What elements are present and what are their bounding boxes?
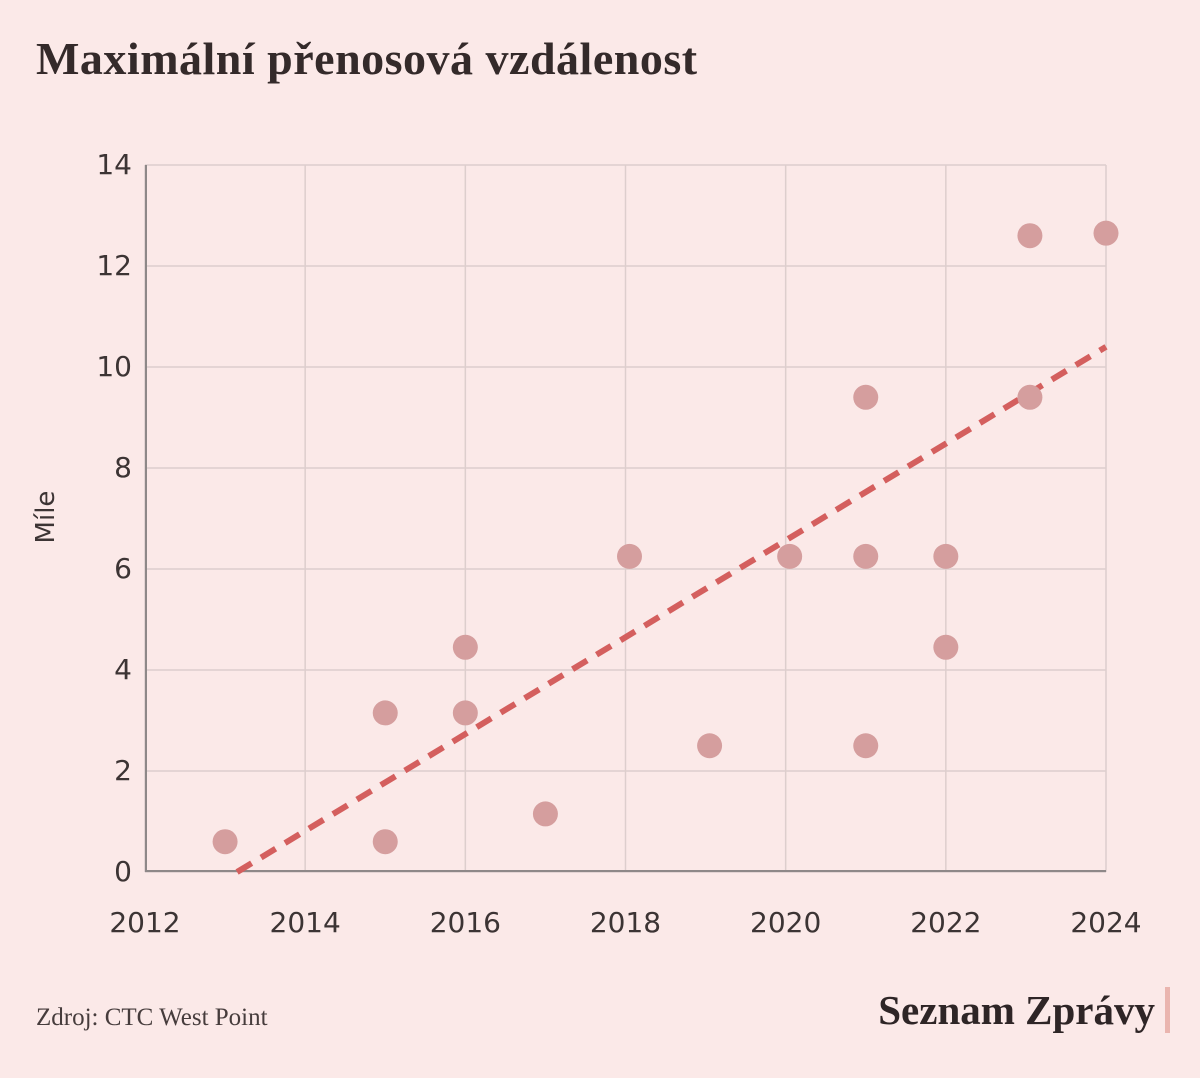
data-point: [1093, 220, 1119, 246]
y-axis-title: Míle: [31, 490, 61, 544]
y-tick-label: 14: [96, 147, 132, 181]
data-point: [777, 543, 803, 569]
data-point: [1017, 384, 1043, 410]
x-tick-label: 2012: [109, 906, 181, 939]
y-tick-label: 6: [114, 551, 132, 585]
data-point: [372, 829, 398, 855]
data-point: [452, 634, 478, 660]
x-tick-label: 2016: [429, 906, 501, 939]
brand-logo: Seznam Zprávy: [878, 986, 1170, 1034]
x-tick-label: 2014: [269, 906, 341, 939]
data-point: [452, 700, 478, 726]
chart-title: Maximální přenosová vzdálenost: [36, 33, 698, 84]
trend-line: [235, 344, 1108, 875]
plot-area: [144, 164, 1119, 875]
brand-bar-icon: [1165, 987, 1170, 1033]
data-point: [212, 829, 238, 855]
y-tick-label: 4: [114, 652, 132, 686]
data-point: [697, 733, 723, 759]
data-point: [372, 700, 398, 726]
plot-svg: [144, 164, 1119, 875]
source-note: Zdroj: CTC West Point: [36, 1004, 268, 1031]
y-tick-label: 12: [96, 248, 132, 282]
x-tick-label: 2024: [1070, 906, 1142, 939]
x-tick-label: 2020: [750, 906, 822, 939]
y-tick-label: 2: [114, 753, 132, 787]
x-tick-label: 2018: [589, 906, 662, 939]
brand-name: Seznam Zprávy: [878, 987, 1155, 1033]
data-point: [933, 634, 959, 660]
data-point: [532, 801, 558, 827]
data-point: [853, 384, 879, 410]
y-tick-label: 8: [114, 450, 132, 484]
data-point: [1017, 223, 1043, 249]
data-point: [853, 543, 879, 569]
y-tick-label: 10: [96, 349, 132, 383]
data-point: [853, 733, 879, 759]
x-tick-label: 2022: [910, 906, 982, 939]
data-point: [617, 543, 643, 569]
y-tick-label: 0: [114, 854, 132, 888]
data-point: [933, 543, 959, 569]
